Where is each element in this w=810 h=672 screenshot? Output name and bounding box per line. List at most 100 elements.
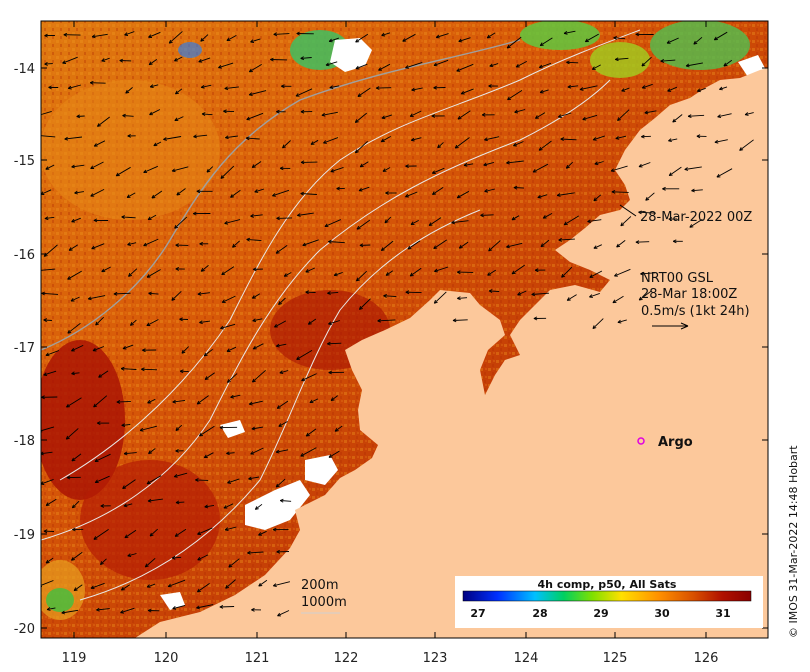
current-vector <box>91 243 105 250</box>
current-vector <box>93 395 108 408</box>
current-vector <box>250 38 261 43</box>
current-vector <box>226 35 237 41</box>
current-vector-head <box>115 172 120 177</box>
current-vector <box>252 318 263 322</box>
current-vector <box>146 269 161 278</box>
current-vector <box>535 112 546 119</box>
current-vector <box>226 452 235 454</box>
current-vector-head <box>219 605 224 609</box>
current-vector-head <box>119 58 124 63</box>
current-vector <box>433 239 448 249</box>
current-vector <box>486 32 496 39</box>
current-vector <box>310 139 319 145</box>
current-vector-head <box>539 42 544 47</box>
current-vector <box>489 63 499 67</box>
current-vector-head <box>384 219 389 224</box>
current-vector-head <box>672 118 677 123</box>
current-vector-head <box>92 347 97 352</box>
current-vector-head <box>354 149 359 154</box>
current-vector-head <box>667 88 672 92</box>
current-vector-head <box>230 394 235 399</box>
current-vector <box>686 62 703 67</box>
current-vector <box>561 266 573 278</box>
current-vector <box>68 84 82 89</box>
current-vector <box>120 607 135 614</box>
current-vector-head <box>272 527 277 532</box>
current-vector <box>127 242 137 246</box>
current-vector-head <box>123 451 128 456</box>
current-vector-head <box>226 379 231 383</box>
current-vector <box>513 187 525 189</box>
current-vector-head <box>146 480 151 485</box>
current-vector <box>126 192 136 198</box>
argo-marker-icon <box>637 437 645 445</box>
current-vector <box>300 57 312 59</box>
current-vector <box>174 116 184 121</box>
current-vector-head <box>41 291 46 296</box>
current-vector <box>250 214 263 217</box>
current-vector <box>93 529 109 540</box>
current-vector <box>323 137 339 144</box>
current-vector-head <box>481 112 486 117</box>
current-vector-head <box>273 583 277 587</box>
current-vector <box>589 270 603 278</box>
current-vector <box>355 140 369 154</box>
current-vector <box>693 36 703 45</box>
current-vector-head <box>171 297 176 301</box>
current-vector-head <box>181 349 186 354</box>
current-vector-head <box>323 140 327 144</box>
current-vector <box>358 186 370 192</box>
current-vector-head <box>37 134 40 137</box>
current-vector-head <box>196 400 201 405</box>
current-vector <box>171 556 182 559</box>
current-vector-head <box>275 483 280 488</box>
current-vector <box>150 84 159 88</box>
current-vector <box>230 189 241 198</box>
current-vector <box>175 88 183 95</box>
current-vector-head <box>248 68 253 73</box>
current-vector <box>589 292 600 298</box>
current-vector <box>557 192 575 196</box>
current-vector-head <box>593 245 598 249</box>
current-vector <box>744 112 754 116</box>
current-vector <box>714 31 728 41</box>
current-vector <box>411 87 423 91</box>
current-vector-head <box>275 250 280 254</box>
current-vector-head <box>175 427 180 432</box>
current-vector <box>357 87 371 97</box>
current-vector <box>252 293 261 299</box>
current-vector <box>540 239 550 248</box>
current-vector-head <box>515 63 520 68</box>
current-vector <box>146 583 156 588</box>
current-vector-head <box>251 295 256 299</box>
current-vector-head <box>66 403 70 408</box>
current-vector-head <box>696 134 701 139</box>
current-vector <box>506 36 522 49</box>
current-vector-head <box>739 147 744 151</box>
current-vector-head <box>61 610 66 615</box>
current-vector <box>296 350 313 360</box>
lat-tick-label: -19 <box>14 528 35 543</box>
current-vector-head <box>563 30 568 35</box>
current-vector-head <box>300 453 305 457</box>
current-vector <box>204 504 215 508</box>
current-vector-head <box>251 164 256 168</box>
current-vector <box>94 453 111 462</box>
current-vector-head <box>593 197 598 202</box>
current-vector <box>73 584 83 591</box>
current-vector <box>222 295 236 303</box>
current-vector-head <box>250 451 255 455</box>
current-vector-head <box>276 405 281 409</box>
current-vector <box>617 319 627 323</box>
current-vector <box>195 479 209 481</box>
current-vector <box>717 113 732 118</box>
current-vector-head <box>506 160 510 165</box>
current-vector <box>43 319 52 321</box>
current-vector-head <box>142 348 146 353</box>
current-vector <box>43 370 57 376</box>
current-vector-head <box>200 37 205 42</box>
current-vector-head <box>480 213 484 218</box>
current-vector-head <box>64 136 69 141</box>
current-vector <box>277 610 290 617</box>
current-vector-head <box>717 114 722 119</box>
